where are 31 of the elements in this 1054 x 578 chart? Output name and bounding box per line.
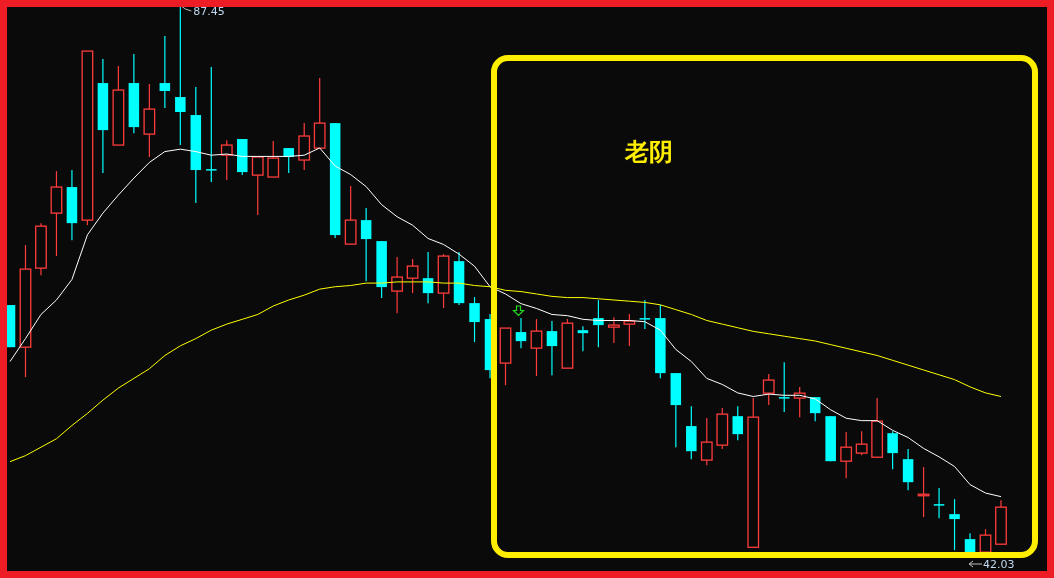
candlestick xyxy=(577,325,589,352)
candlestick xyxy=(700,417,713,466)
candlestick xyxy=(267,140,280,178)
candlestick xyxy=(251,156,264,216)
candlestick xyxy=(933,487,945,519)
candlestick xyxy=(639,299,651,330)
candlestick xyxy=(607,316,620,344)
candlestick xyxy=(732,405,744,441)
candlestick xyxy=(546,320,558,376)
candlestick xyxy=(902,448,914,491)
candlestick xyxy=(762,373,775,406)
candlestick xyxy=(778,361,790,413)
candlestick xyxy=(840,431,853,479)
candlestick xyxy=(220,139,233,181)
candlestick xyxy=(360,207,372,282)
annotation: 老阴 xyxy=(624,138,673,166)
candlestick xyxy=(159,35,171,109)
candlestick xyxy=(469,296,480,343)
annotation: 87.45 xyxy=(193,5,225,18)
candlestick xyxy=(515,317,527,349)
candlestick xyxy=(206,66,217,183)
candlestick xyxy=(406,258,419,294)
candlestick xyxy=(391,256,404,314)
candlestick xyxy=(530,318,543,377)
text: 42.03 xyxy=(983,558,1015,571)
candlestick xyxy=(283,147,294,174)
candlestick xyxy=(949,498,960,551)
candlestick xyxy=(887,430,898,470)
candlestick xyxy=(855,430,868,456)
candlestick xyxy=(623,313,636,347)
candlestick xyxy=(175,4,186,146)
